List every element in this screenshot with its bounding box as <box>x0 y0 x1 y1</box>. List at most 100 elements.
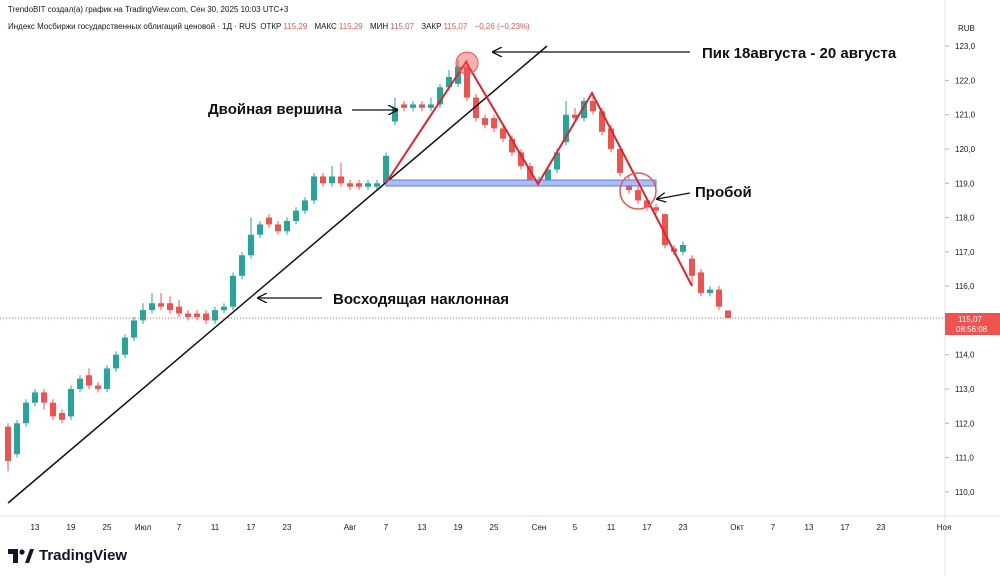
candle-body <box>239 255 245 276</box>
y-tick-label: 114,0 <box>955 351 975 360</box>
y-tick-label: 121,0 <box>955 111 976 120</box>
price-tag-countdown: 08:56:08 <box>956 325 988 334</box>
x-tick-label: 13 <box>418 523 427 532</box>
ohlc-label: ЗАКР <box>421 22 442 31</box>
candle-body <box>257 224 263 235</box>
candle-body <box>662 214 668 245</box>
y-tick-label: 120,0 <box>955 145 976 154</box>
y-tick-label: 118,0 <box>955 214 975 223</box>
candle-body <box>95 385 101 389</box>
candle-body <box>14 423 20 455</box>
trend-line <box>7 45 548 504</box>
candle-body <box>338 176 344 184</box>
plot: 110,0111,0112,0113,0114,0115,0116,0117,0… <box>0 42 1000 532</box>
candle-body <box>50 402 56 417</box>
annotation: Двойная вершина <box>208 101 343 118</box>
candle-body <box>293 210 299 221</box>
candle-body <box>284 220 290 232</box>
candle-body <box>545 169 551 180</box>
drawings: Пик 18августа - 20 августа Двойная верши… <box>7 45 897 504</box>
x-tick-label: 7 <box>384 523 389 532</box>
x-tick-label: 17 <box>643 523 652 532</box>
candle-body <box>437 87 443 105</box>
candle-body <box>356 183 362 187</box>
candle-body <box>707 289 713 293</box>
candle-body <box>410 104 416 108</box>
peak-circle <box>455 51 479 75</box>
x-tick-label: 17 <box>247 523 256 532</box>
candle-body <box>644 200 650 208</box>
candle-body <box>518 152 524 167</box>
x-tick-label: 23 <box>877 523 886 532</box>
x-tick-label: 7 <box>771 523 776 532</box>
candle-body <box>617 148 623 173</box>
candle-body <box>401 104 407 108</box>
y-tick-label: 110,0 <box>955 488 975 497</box>
candle-body <box>59 412 65 420</box>
ohlc-label: МИН <box>369 22 389 31</box>
candle-body <box>464 66 470 98</box>
candle-body <box>563 114 569 143</box>
candle-body <box>5 426 11 461</box>
candle-body <box>248 234 254 256</box>
ohlc-label: МАКС <box>314 22 337 31</box>
annotation: Пик 18августа - 20 августа <box>702 45 897 62</box>
legend: Индекс Мосбиржи государственных облигаци… <box>8 22 535 31</box>
x-tick-label: 5 <box>573 523 578 532</box>
candle-body <box>500 128 506 139</box>
candle-body <box>446 76 452 88</box>
price-tag-label: 115,07 <box>958 315 982 324</box>
candle-body <box>383 155 389 184</box>
candle-body <box>365 183 371 187</box>
x-tick-label: 23 <box>283 523 292 532</box>
x-tick-label: Июл <box>135 523 152 532</box>
logo-icon <box>8 548 34 563</box>
candle-body <box>635 190 641 201</box>
breakout-circle <box>619 172 657 210</box>
x-tick-label: Окт <box>730 523 744 532</box>
ohlc-value: 115,29 <box>338 22 363 31</box>
candle-body <box>689 258 695 276</box>
x-tick-label: 7 <box>177 523 182 532</box>
candle-body <box>212 310 218 321</box>
ohlc-value: 115,07 <box>443 22 468 31</box>
candle-body <box>23 402 29 424</box>
candle-body <box>725 310 731 318</box>
annotation: Восходящая наклонная <box>333 291 509 308</box>
candle-body <box>131 320 137 338</box>
candle-body <box>86 375 92 386</box>
candle-body <box>374 183 380 187</box>
y-tick-label: 113,0 <box>955 385 975 394</box>
candle-body <box>590 100 596 112</box>
candle-body <box>122 337 128 355</box>
candle-body <box>653 207 659 211</box>
x-tick-label: 25 <box>490 523 499 532</box>
ohlc-value: 115,29 <box>283 22 308 31</box>
candle-body <box>482 118 488 125</box>
candle-body <box>275 224 281 232</box>
candle-body <box>41 392 47 403</box>
y-tick-label: 122,0 <box>955 76 976 85</box>
arrow <box>657 192 691 199</box>
candle-body <box>527 166 533 184</box>
x-tick-label: 19 <box>454 523 463 532</box>
x-tick-label: Авг <box>344 523 357 532</box>
candle-body <box>716 289 722 307</box>
candle-body <box>176 306 182 314</box>
candle-body <box>167 303 173 311</box>
logo[interactable]: TradingView <box>8 547 127 564</box>
candle-body <box>230 275 236 307</box>
candle-body <box>104 368 110 389</box>
candle-body <box>266 217 272 225</box>
candle-body <box>32 392 38 403</box>
x-tick-label: Сен <box>532 523 547 532</box>
candle-body <box>572 114 578 119</box>
candle-body <box>140 310 146 321</box>
logo-text: TradingView <box>39 547 128 564</box>
change: −0,26 (−0,23%) <box>474 22 530 31</box>
candle-body <box>554 152 560 170</box>
candle-body <box>302 200 308 211</box>
y-tick-label: 117,0 <box>955 248 975 257</box>
